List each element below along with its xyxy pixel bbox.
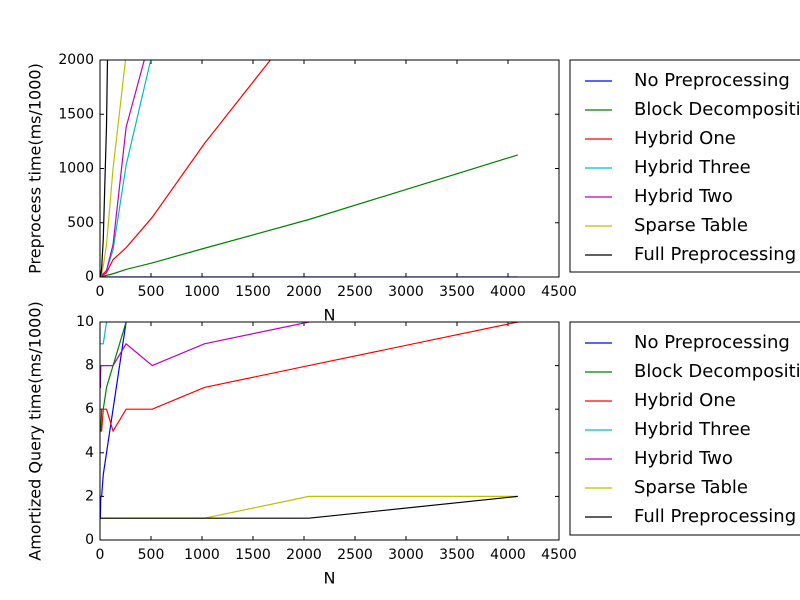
legend-label: Hybrid One [634,128,736,149]
y-axis-label: Amortized Query time(ms/1000) [26,301,45,560]
x-axis-label: N [324,306,336,325]
y-tick-label: 500 [67,215,94,231]
x-axis-label: N [324,569,336,588]
x-tick-label: 4500 [541,284,577,300]
series-line [100,322,108,345]
series-line [100,60,145,277]
x-tick-label: 0 [96,284,105,300]
series-line [100,60,152,277]
legend-label: Sparse Table [634,477,748,498]
x-tick-label: 500 [138,547,165,563]
x-tick-label: 3000 [388,547,424,563]
x-tick-label: 3000 [388,284,424,300]
series-line [100,322,315,388]
legend-label: No Preprocessing [634,70,790,91]
legend-label: Hybrid One [634,390,736,411]
y-tick-label: 1500 [58,106,94,122]
x-tick-label: 4000 [490,547,526,563]
legend-frame [569,321,800,536]
y-tick-label: 2 [85,488,94,504]
x-tick-label: 2000 [286,284,322,300]
legend-frame [569,59,800,273]
series-line [100,322,518,433]
plot-lines [100,60,518,277]
x-tick-label: 1500 [235,547,271,563]
y-tick-label: 0 [85,269,94,285]
x-tick-label: 2000 [286,547,322,563]
series-line [100,60,127,277]
legend-label: Sparse Table [634,215,748,236]
y-axis-label: Preprocess time(ms/1000) [26,63,45,274]
legend-label: Hybrid Three [634,157,751,178]
legend-label: Full Preprocessing [634,244,796,265]
legend-label: Block Decomposition [634,99,800,120]
y-tick-label: 6 [85,401,94,417]
series-line [100,60,272,277]
x-tick-label: 1000 [184,284,220,300]
legend-label: Hybrid Two [634,186,733,207]
x-tick-label: 0 [96,547,105,563]
plot-frame [99,321,560,541]
legend-label: Hybrid Two [634,448,733,469]
series-line [100,322,128,432]
series-line [100,495,518,519]
legend-label: Block Decomposition [634,361,800,382]
legend-label: No Preprocessing [634,332,790,353]
y-tick-label: 1000 [58,161,94,177]
y-tick-label: 10 [76,314,94,330]
y-tick-label: 0 [85,532,94,548]
x-tick-label: 2500 [337,547,373,563]
x-tick-label: 3500 [439,547,475,563]
x-tick-label: 4000 [490,284,526,300]
plot-frame [99,59,560,278]
y-tick-label: 2000 [58,52,94,68]
legend-label: Hybrid Three [634,419,751,440]
series-line [100,60,109,277]
y-tick-label: 4 [85,445,94,461]
x-tick-label: 2500 [337,284,373,300]
x-tick-label: 500 [138,284,165,300]
legend-label: Full Preprocessing [634,506,796,527]
x-tick-label: 1500 [235,284,271,300]
x-tick-label: 4500 [541,547,577,563]
y-tick-label: 8 [85,358,94,374]
series-line [100,154,518,277]
series-line [100,495,518,519]
x-tick-label: 3500 [439,284,475,300]
x-tick-label: 1000 [184,547,220,563]
